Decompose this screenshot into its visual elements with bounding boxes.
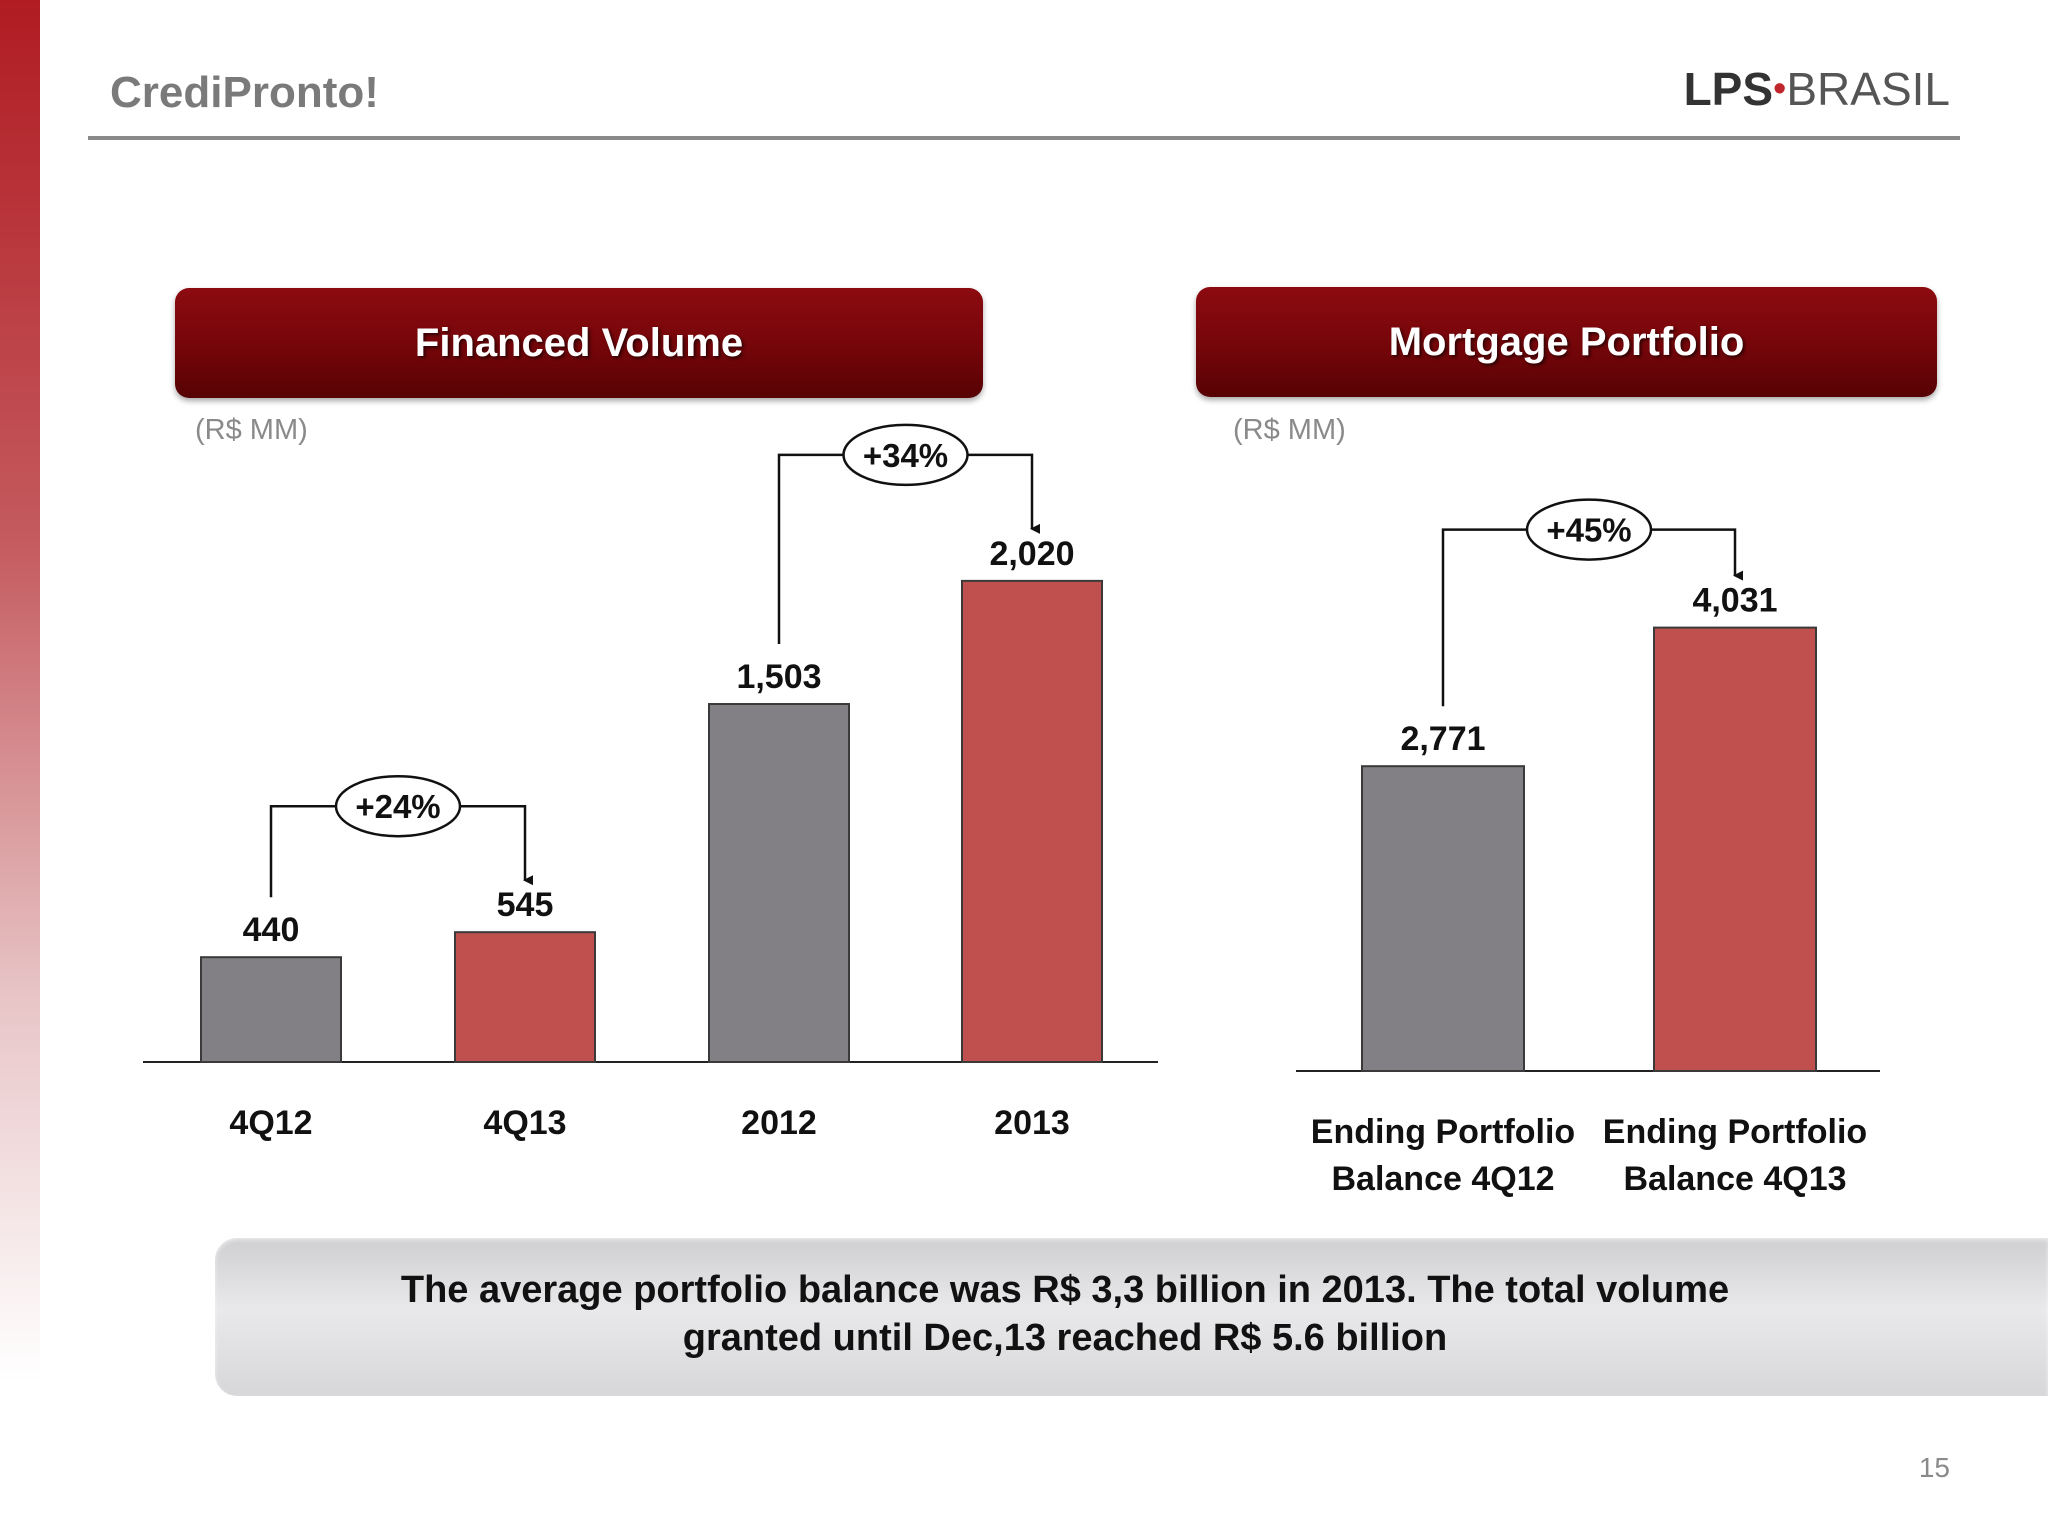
financed-volume-title: Financed Volume (414, 320, 744, 365)
mortgage-portfolio-chart: 2,771 Ending Portfolio Balance 4Q12 4,031 En… (1296, 498, 1880, 1198)
growth-badge-0 (334, 774, 462, 838)
data-label-1: 4,031 (1692, 582, 1777, 620)
logo-dot: • (1773, 68, 1787, 110)
summary-text: The average portfolio balance was R$ 3,3… (215, 1266, 1915, 1362)
financed-volume-banner: Financed Volume (175, 288, 983, 398)
category-label-0-line-0: Ending Portfolio (1311, 1113, 1575, 1151)
page-number: 15 (1918, 1452, 1950, 1483)
data-label-0: 2,771 (1400, 720, 1485, 758)
bar-mortgage-portfolio-1 (1653, 626, 1817, 1073)
logo-lps-text: LPS (1683, 63, 1774, 115)
growth-badge-0 (1525, 498, 1653, 561)
bar-financed-volume-0 (200, 956, 342, 1064)
bar-mortgage-portfolio-0 (1361, 765, 1525, 1072)
category-label-1-line-0: Ending Portfolio (1603, 1113, 1867, 1151)
bar-financed-volume-1 (454, 931, 596, 1064)
data-label-0: 440 (243, 911, 300, 949)
data-label-3: 2,020 (989, 535, 1074, 573)
right-unit-note: (R$ MM) (1233, 414, 1346, 446)
mortgage-portfolio-banner: Mortgage Portfolio (1196, 287, 1937, 397)
category-label-0-line-1: Balance 4Q12 (1331, 1160, 1554, 1198)
financed-volume-chart: 440 4Q12 545 4Q13 1,503 2012 2,020 2013 +24% +34% (143, 423, 1158, 1142)
title-divider (88, 136, 1960, 140)
category-label-1: 4Q13 (483, 1104, 566, 1142)
bar-financed-volume-2 (708, 703, 850, 1064)
logo-brasil-text: BRASIL (1786, 63, 1950, 115)
summary-line-1: The average portfolio balance was R$ 3,3… (400, 1269, 1730, 1311)
left-unit-note: (R$ MM) (195, 414, 308, 446)
summary-line-2: granted until Dec,13 reached R$ 5.6 bill… (682, 1317, 1448, 1359)
company-logo: LPS•BRASIL (1684, 62, 1950, 116)
data-label-1: 545 (497, 886, 554, 924)
bar-financed-volume-3 (961, 579, 1103, 1063)
category-label-1-line-1: Balance 4Q13 (1623, 1160, 1846, 1198)
growth-label-0: +24% (355, 788, 440, 825)
growth-label-0: +45% (1546, 512, 1631, 549)
mortgage-portfolio-title: Mortgage Portfolio (1388, 319, 1745, 364)
summary-box (215, 1238, 2048, 1396)
growth-badge-1 (842, 423, 969, 487)
data-label-2: 1,503 (736, 658, 821, 696)
left-accent-band (0, 0, 40, 1536)
category-label-0: 4Q12 (229, 1104, 312, 1142)
category-label-3: 2013 (994, 1104, 1070, 1142)
growth-label-1: +34% (863, 437, 948, 474)
category-label-2: 2012 (741, 1104, 817, 1142)
page-title: CrediPronto! (110, 68, 379, 117)
